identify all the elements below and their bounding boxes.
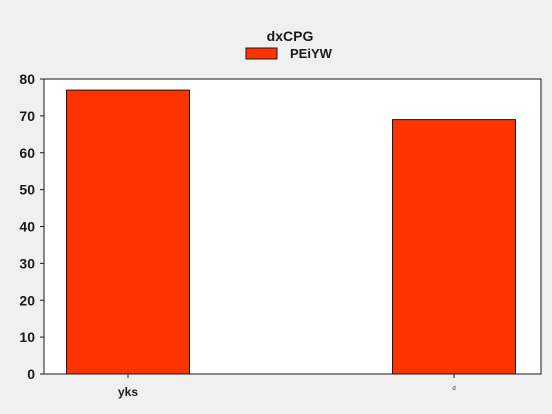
legend-label: PEiYW <box>290 46 333 61</box>
legend: PEiYW <box>245 46 333 61</box>
x-tick-label: yks <box>118 385 138 399</box>
y-tick-label: 80 <box>19 71 35 87</box>
y-axis: 0 10 20 30 40 50 60 70 80 <box>19 71 44 382</box>
chart-title: dxCPG <box>267 28 314 44</box>
y-tick-label: 40 <box>19 219 35 235</box>
y-tick-label: 30 <box>19 255 35 271</box>
y-tick-label: 50 <box>19 182 35 198</box>
y-tick-label: 20 <box>19 292 35 308</box>
bars <box>66 89 516 375</box>
x-tick-label: d <box>452 386 455 392</box>
legend-swatch <box>245 47 278 60</box>
y-tick-label: 70 <box>19 108 35 124</box>
bar-yks <box>66 89 190 375</box>
bar-d <box>392 119 516 375</box>
y-tick-label: 0 <box>27 366 35 382</box>
x-axis: yks d <box>118 374 456 399</box>
y-tick-label: 60 <box>19 145 35 161</box>
y-tick-label: 10 <box>19 329 35 345</box>
